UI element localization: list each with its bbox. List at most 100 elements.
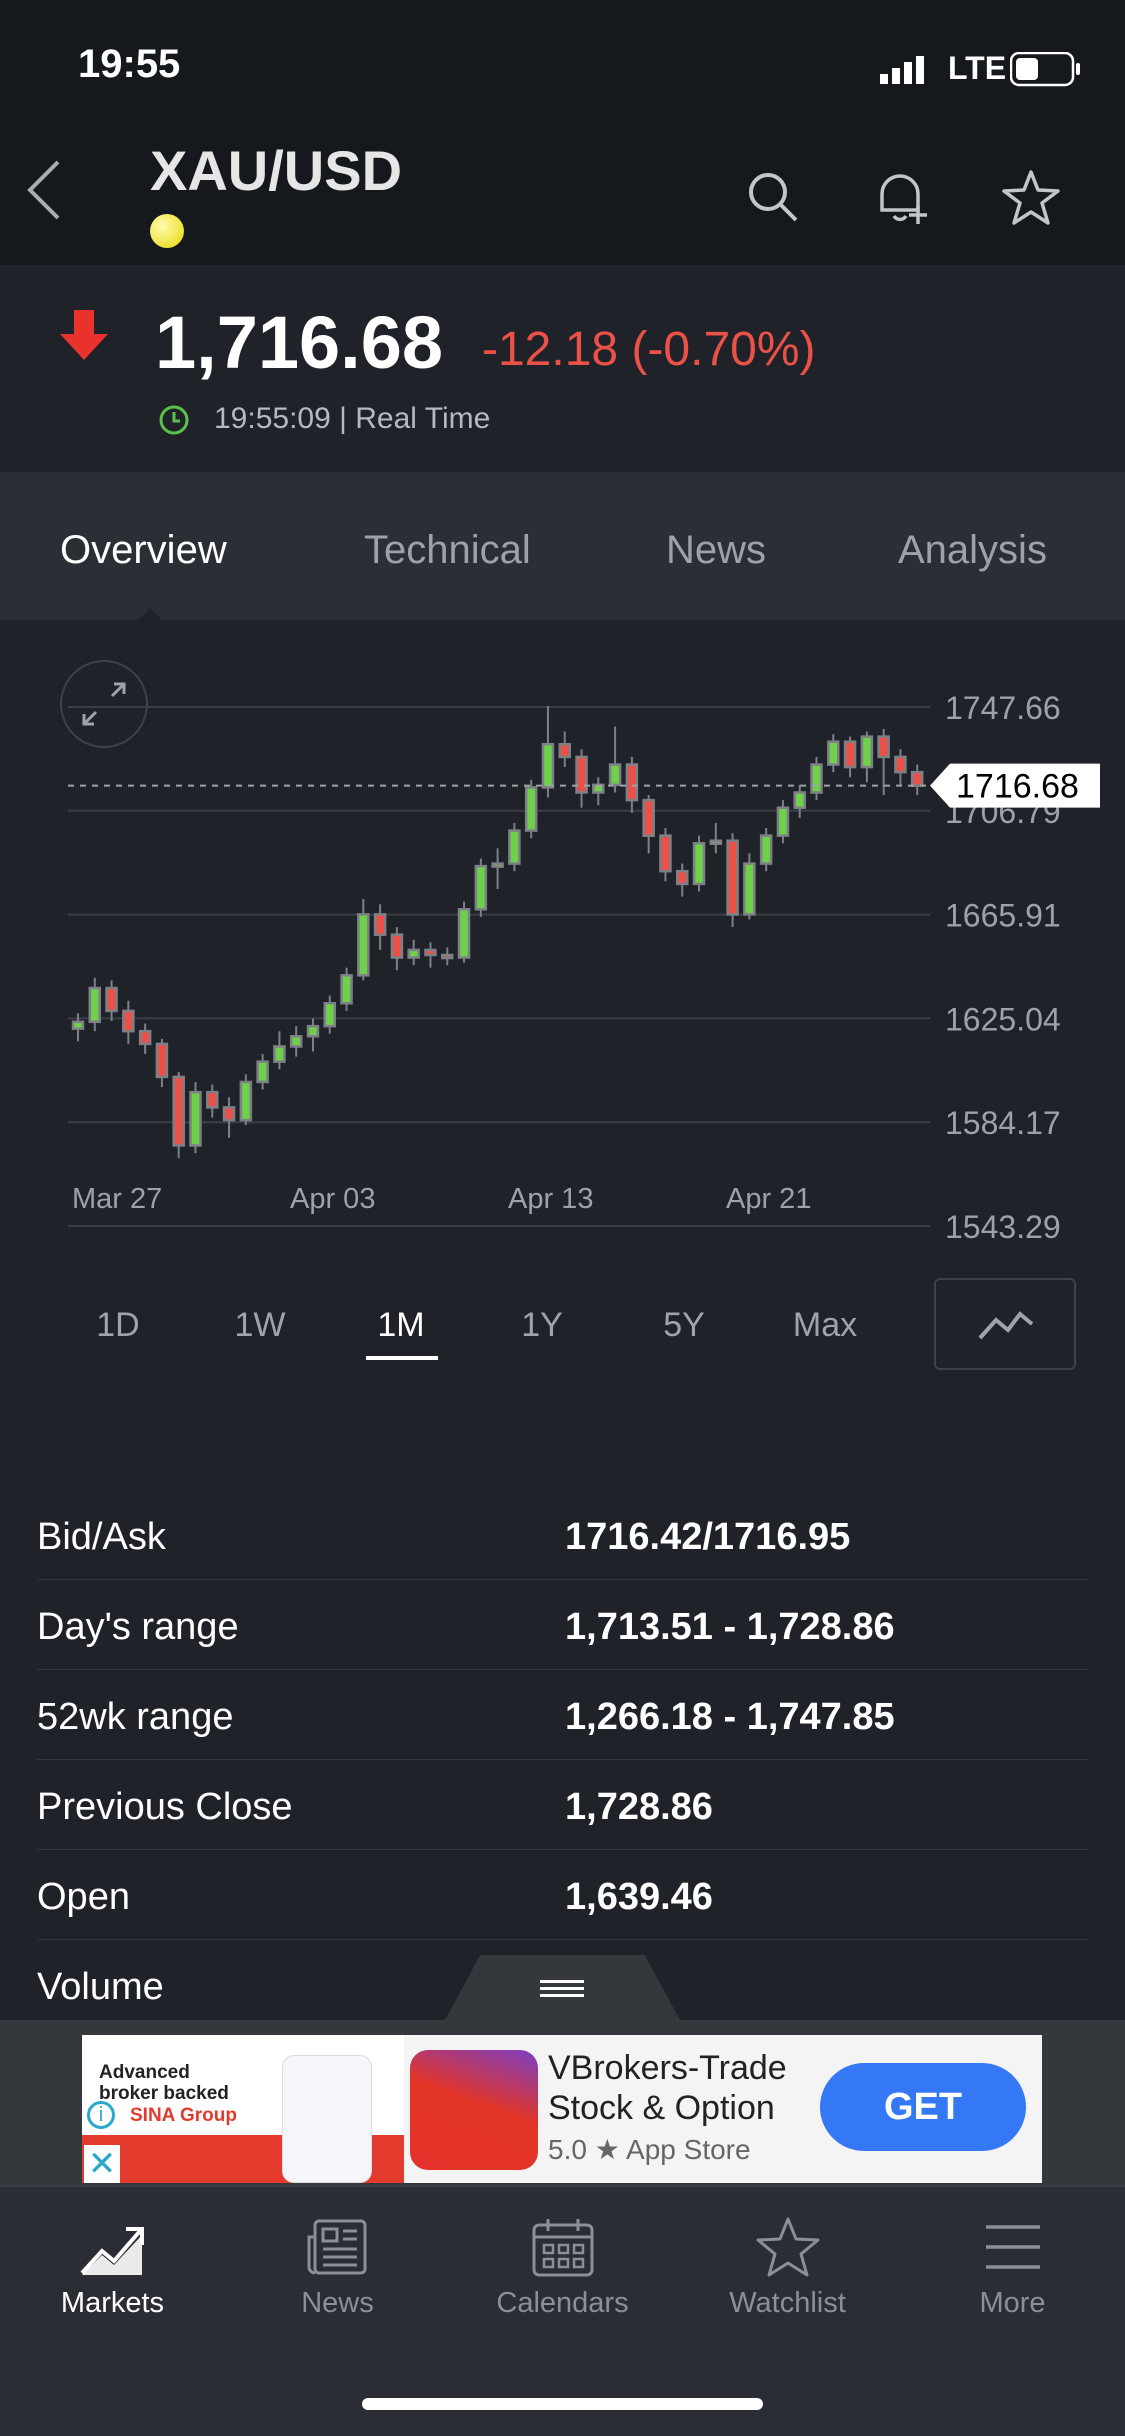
candle-body xyxy=(810,763,823,794)
calendar-icon xyxy=(532,2219,594,2277)
y-tick-label: 1665.91 xyxy=(945,898,1061,934)
instrument-title: XAU/USD xyxy=(150,139,403,202)
stat-label: Previous Close xyxy=(37,1786,293,1828)
stat-label: Bid/Ask xyxy=(37,1516,166,1558)
bell-plus-icon[interactable] xyxy=(872,166,932,228)
candle-body xyxy=(608,763,622,787)
candle-body xyxy=(877,735,890,759)
section-tabs: Overview Technical News Analysis xyxy=(0,472,1125,620)
expand-icon xyxy=(82,682,126,726)
ad-info-icon[interactable]: i xyxy=(87,2101,115,2129)
stat-row: Volume xyxy=(37,1940,1089,2030)
candle-body xyxy=(206,1090,219,1109)
stat-label: Volume xyxy=(37,1966,164,2008)
candle-body xyxy=(222,1106,236,1122)
period-max[interactable]: Max xyxy=(792,1306,858,1344)
search-icon[interactable] xyxy=(746,170,800,224)
menu-icon xyxy=(986,2225,1040,2269)
tab-technical[interactable]: Technical xyxy=(364,528,531,572)
candle-body xyxy=(491,862,504,868)
newspaper-icon xyxy=(307,2219,367,2275)
candle-body xyxy=(843,740,857,769)
get-button[interactable]: GET xyxy=(820,2063,1026,2151)
stat-row: Open 1,639.46 xyxy=(37,1850,1089,1940)
stat-row: Bid/Ask 1716.42/1716.95 xyxy=(37,1490,1089,1580)
stat-label: Open xyxy=(37,1876,130,1918)
period-1d[interactable]: 1D xyxy=(96,1306,140,1344)
candle-body xyxy=(642,798,655,837)
candle-body xyxy=(910,770,924,787)
candle-body xyxy=(289,1035,303,1048)
stat-value: 1,713.51 - 1,728.86 xyxy=(565,1606,895,1648)
ad-app-card[interactable]: VBrokers-Trade Stock & Option 5.0 ★ App … xyxy=(404,2035,1042,2183)
ad-close-icon[interactable]: ✕ xyxy=(84,2145,120,2183)
tabbar-news[interactable]: News xyxy=(225,2187,450,2337)
candle-body xyxy=(424,948,437,957)
period-1y[interactable]: 1Y xyxy=(521,1306,563,1344)
candle-body xyxy=(122,1009,135,1033)
candle-body xyxy=(827,740,840,766)
candle-body xyxy=(273,1045,286,1063)
stats-panel xyxy=(0,1400,1125,2020)
stat-label: 52wk range xyxy=(37,1696,234,1738)
active-tab-indicator xyxy=(138,608,162,620)
candle-body xyxy=(407,948,420,959)
tabbar-label: Calendars xyxy=(496,2287,629,2319)
last-price-tag xyxy=(930,763,1100,808)
candle-body xyxy=(457,908,471,959)
y-tick-label: 1543.29 xyxy=(945,1209,1061,1245)
quote-panel xyxy=(0,265,1125,472)
tabbar-more[interactable]: More xyxy=(900,2187,1125,2337)
candle-body xyxy=(256,1060,269,1084)
candle-body xyxy=(793,791,806,809)
y-tick-label: 1747.66 xyxy=(945,690,1061,726)
period-5y[interactable]: 5Y xyxy=(663,1306,705,1344)
candle-body xyxy=(692,842,706,886)
expand-chart-button[interactable] xyxy=(60,660,148,748)
candle-body xyxy=(357,913,370,977)
battery-icon xyxy=(1010,52,1080,87)
handle-icon xyxy=(540,1980,584,1997)
candle-body xyxy=(88,986,102,1024)
last-price-label: 1716.68 xyxy=(956,768,1079,806)
ad-left-text-3: SINA Group xyxy=(130,2105,237,2126)
candle-body xyxy=(726,839,739,916)
candle-body xyxy=(541,742,555,789)
period-1w[interactable]: 1W xyxy=(234,1306,286,1344)
candle-body xyxy=(105,986,118,1013)
candle-body xyxy=(138,1029,152,1046)
x-tick-label: Mar 27 xyxy=(72,1183,162,1215)
tabbar-label: Watchlist xyxy=(729,2287,846,2319)
stat-value: 1716.42/1716.95 xyxy=(565,1516,851,1558)
bottom-tab-bar: Markets News Calendars Watchlist More xyxy=(0,2185,1125,2436)
tabbar-watchlist[interactable]: Watchlist xyxy=(675,2187,900,2337)
tab-overview[interactable]: Overview xyxy=(60,528,227,572)
y-tick-label: 1625.04 xyxy=(945,1001,1061,1037)
line-chart-icon xyxy=(978,1311,1034,1340)
period-1m[interactable]: 1M xyxy=(377,1306,425,1344)
candle-body xyxy=(743,862,756,916)
price-chart[interactable]: 1747.661706.791665.911625.041584.171543.… xyxy=(0,620,1125,1260)
ad-banner[interactable]: Advanced broker backed SINA Group i ✕ VB… xyxy=(0,2020,1125,2185)
tabbar-label: News xyxy=(301,2287,374,2319)
candle-body xyxy=(759,834,773,865)
tab-analysis[interactable]: Analysis xyxy=(898,528,1047,572)
star-icon[interactable] xyxy=(1000,168,1062,228)
stat-row: Day's range 1,713.51 - 1,728.86 xyxy=(37,1580,1089,1670)
candle-body xyxy=(474,864,488,911)
back-icon[interactable] xyxy=(22,158,66,222)
y-tick-label: 1584.17 xyxy=(945,1105,1061,1141)
star-icon xyxy=(756,2217,820,2277)
stat-row: 52wk range 1,266.18 - 1,747.85 xyxy=(37,1670,1089,1760)
down-arrow-icon xyxy=(60,310,108,360)
tabbar-calendars[interactable]: Calendars xyxy=(450,2187,675,2337)
candle-body xyxy=(508,829,521,865)
tabbar-label: More xyxy=(979,2287,1046,2319)
candle-body xyxy=(575,755,588,794)
period-active-underline xyxy=(366,1356,438,1360)
network-label: LTE xyxy=(948,50,1007,86)
tabbar-markets[interactable]: Markets xyxy=(0,2187,225,2337)
chart-type-button[interactable] xyxy=(934,1278,1076,1370)
candle-body xyxy=(155,1042,169,1079)
tab-news[interactable]: News xyxy=(666,528,767,572)
